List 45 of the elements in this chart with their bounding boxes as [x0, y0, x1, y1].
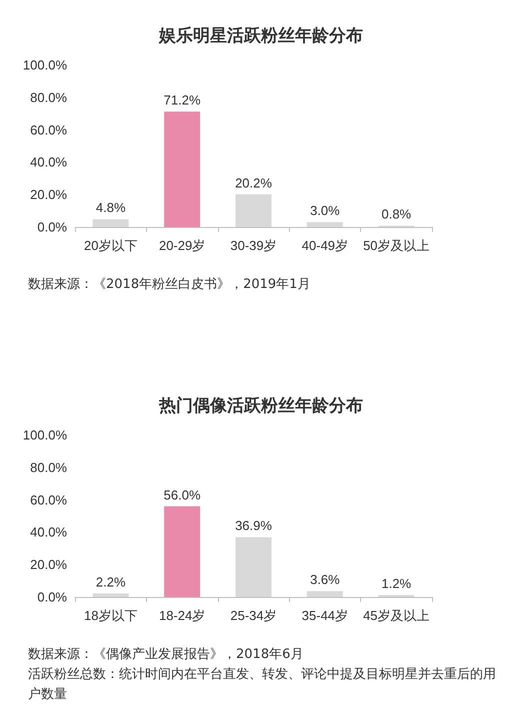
x-tick-label: 18岁以下: [84, 608, 138, 623]
y-tick-label: 40.0%: [30, 154, 68, 170]
y-tick-label: 20.0%: [30, 187, 68, 202]
x-tick-label: 30-39岁: [230, 238, 277, 253]
data-label: 3.0%: [310, 203, 340, 218]
chart-title: 娱乐明星活跃粉丝年龄分布: [158, 26, 363, 45]
chart-title: 热门偶像活跃粉丝年龄分布: [158, 396, 363, 415]
bar: [236, 537, 272, 597]
bar: [306, 222, 343, 227]
y-tick-label: 100.0%: [22, 428, 68, 442]
y-tick-label: 60.0%: [30, 122, 68, 138]
source-note: 数据来源：《偶像产业发展报告》，2018年6月: [28, 646, 304, 664]
data-label: 1.2%: [381, 576, 412, 592]
y-tick-label: 100.0%: [22, 58, 68, 72]
data-label: 2.2%: [96, 574, 126, 590]
data-label: 4.8%: [96, 200, 126, 216]
x-tick-label: 35-44岁: [302, 608, 348, 623]
x-tick-label: 50岁及以上: [363, 238, 430, 253]
text: 活跃粉丝总数：统计时间内在平台直发、转发、评论中提及目标明星并去重后的用户数量: [28, 666, 497, 704]
y-tick-label: 20.0%: [30, 557, 68, 572]
data-label: 0.8%: [381, 206, 412, 222]
source-note: 数据来源：《2018年粉丝白皮书》，2019年1月: [28, 276, 312, 294]
data-label: 36.9%: [235, 518, 272, 534]
y-tick-label: 80.0%: [30, 460, 68, 475]
bar: [236, 194, 272, 227]
x-tick-label: 45岁及以上: [363, 608, 430, 623]
x-tick-label: 20岁以下: [84, 238, 138, 253]
bar: [306, 591, 343, 597]
y-tick-label: 60.0%: [30, 492, 68, 508]
data-label: 3.6%: [310, 572, 340, 588]
bar: [92, 219, 129, 227]
bar: [92, 593, 129, 597]
y-tick-label: 80.0%: [30, 90, 68, 105]
data-label: 71.2%: [164, 92, 201, 108]
x-tick-label: 20-29岁: [158, 238, 206, 253]
data-label: 20.2%: [235, 175, 272, 190]
y-tick-label: 40.0%: [30, 524, 68, 540]
y-tick-label: 0.0%: [37, 220, 68, 234]
x-tick-label: 40-49岁: [302, 238, 348, 253]
x-tick-label: 18-24岁: [158, 608, 206, 623]
bar: [164, 112, 200, 227]
data-label: 56.0%: [164, 487, 201, 502]
x-tick-label: 25-34岁: [230, 608, 277, 623]
bar: [164, 506, 200, 597]
y-tick-label: 0.0%: [37, 590, 68, 604]
